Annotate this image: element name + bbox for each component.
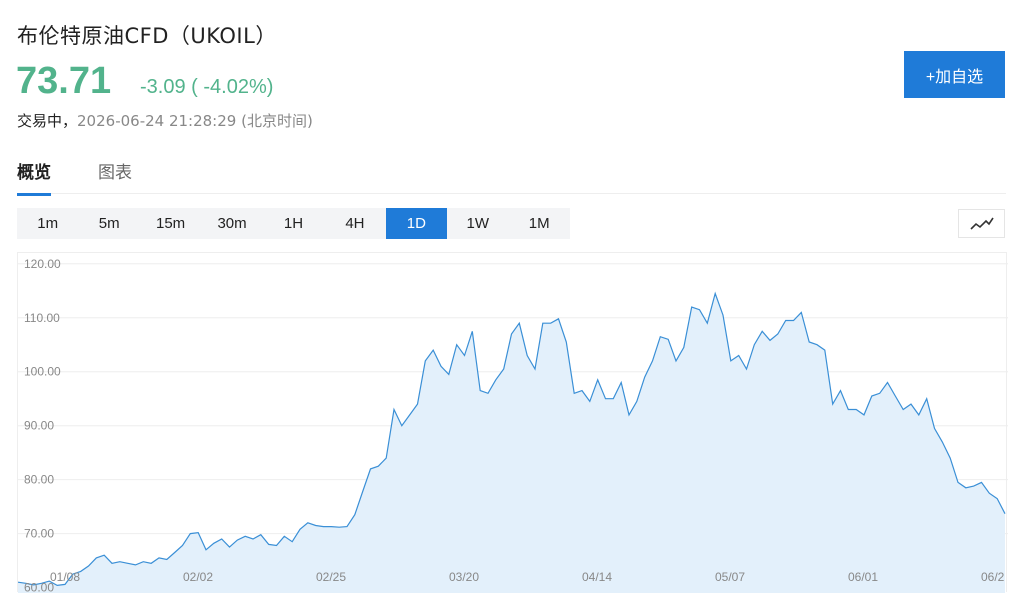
x-tick-label: 03/20 xyxy=(449,570,479,584)
price-line xyxy=(18,291,1006,587)
add-watchlist-button[interactable]: +加自选 xyxy=(904,51,1005,98)
tab-overview[interactable]: 概览 xyxy=(17,158,51,196)
x-tick-label: 02/02 xyxy=(183,570,213,584)
line-chart-icon xyxy=(969,217,994,230)
trading-status: 交易中，2026-06-24 21:28:29 (北京时间) xyxy=(17,110,313,131)
y-tick-label: 60.00 xyxy=(24,581,54,593)
status-label: 交易中， xyxy=(17,112,78,130)
instrument-title: 布伦特原油CFD（UKOIL） xyxy=(17,24,277,48)
x-tick-label: 05/07 xyxy=(715,570,745,584)
current-price: 73.71 xyxy=(16,60,112,102)
x-tick-label: 04/14 xyxy=(582,570,612,584)
price-area xyxy=(18,293,1005,593)
x-tick-label: 02/25 xyxy=(316,570,346,584)
period-1mo[interactable]: 1M xyxy=(528,215,550,232)
period-1w[interactable]: 1W xyxy=(466,215,490,232)
x-tick-label: 06/01 xyxy=(848,570,878,584)
y-tick-label: 80.00 xyxy=(24,473,54,487)
tab-bar: 概览 图表 xyxy=(17,158,1006,196)
period-30m[interactable]: 30m xyxy=(217,215,247,232)
tab-chart[interactable]: 图表 xyxy=(98,163,132,183)
price-change: -3.09 ( -4.02%) xyxy=(140,76,274,98)
y-tick-label: 100.00 xyxy=(24,365,61,379)
period-4h[interactable]: 4H xyxy=(345,215,365,232)
period-selector: 1m 5m 15m 30m 1H 4H 1D 1W 1M xyxy=(17,208,570,239)
x-tick-label: 01/08 xyxy=(50,570,80,584)
price-chart[interactable]: 120.00 110.00 100.00 90.00 80.00 70.00 60.00 01… xyxy=(17,252,1008,593)
y-tick-label: 70.00 xyxy=(24,527,54,541)
chart-type-button[interactable] xyxy=(958,209,1005,238)
chart-svg: 120.00 110.00 100.00 90.00 80.00 70.00 60.0001… xyxy=(18,257,1008,593)
timestamp: 2026-06-24 21:28:29 (北京时间) xyxy=(77,112,313,130)
period-1h[interactable]: 1H xyxy=(283,215,304,232)
y-tick-label: 90.00 xyxy=(24,419,54,433)
y-tick-label: 120.00 xyxy=(24,257,61,271)
period-1m[interactable]: 1m xyxy=(37,215,59,232)
period-1d[interactable]: 1D xyxy=(385,208,448,239)
x-tick-label: 06/2 xyxy=(981,570,1005,584)
y-tick-label: 110.00 xyxy=(24,311,60,325)
period-15m[interactable]: 15m xyxy=(156,215,186,232)
period-5m[interactable]: 5m xyxy=(98,215,120,232)
